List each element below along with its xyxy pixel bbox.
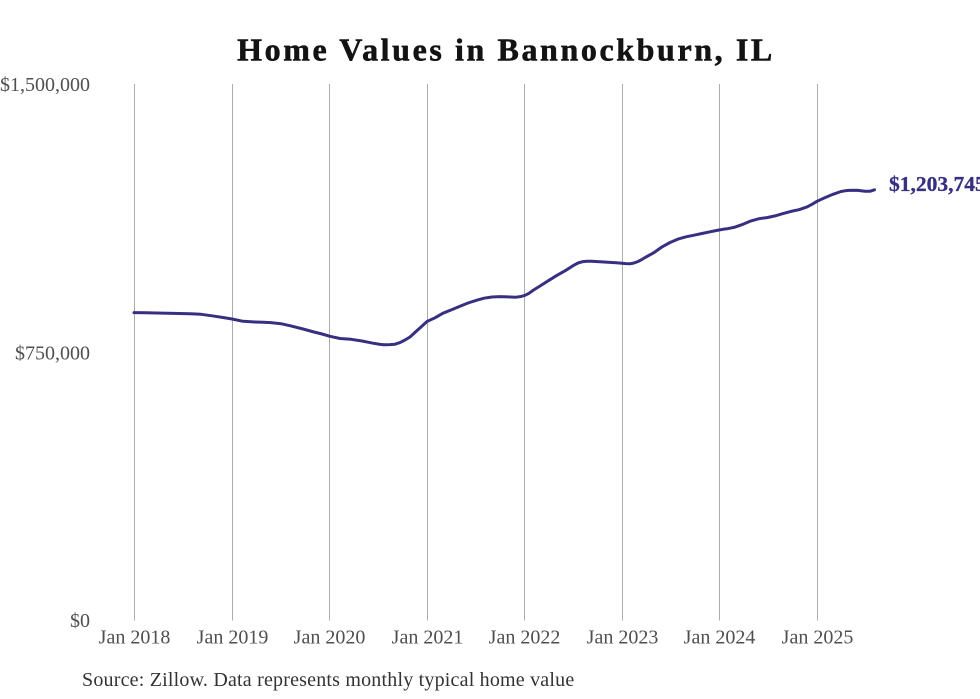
svg-text:$1,203,745: $1,203,745 xyxy=(889,172,980,196)
svg-text:Jan 2021: Jan 2021 xyxy=(392,627,464,649)
svg-text:Jan 2022: Jan 2022 xyxy=(489,627,561,649)
svg-text:Jan 2023: Jan 2023 xyxy=(587,627,659,649)
svg-text:Jan 2020: Jan 2020 xyxy=(294,627,366,649)
svg-text:Source: Zillow. Data represent: Source: Zillow. Data represents monthly … xyxy=(82,669,574,691)
svg-text:Jan 2025: Jan 2025 xyxy=(782,627,854,649)
svg-text:$750,000: $750,000 xyxy=(15,343,90,365)
svg-text:$0: $0 xyxy=(70,610,90,632)
svg-text:Home Values in Bannockburn, IL: Home Values in Bannockburn, IL xyxy=(237,32,775,68)
svg-text:Jan 2018: Jan 2018 xyxy=(99,627,171,649)
svg-text:Jan 2019: Jan 2019 xyxy=(197,627,269,649)
svg-text:$1,500,000: $1,500,000 xyxy=(0,74,90,96)
svg-text:Jan 2024: Jan 2024 xyxy=(684,627,756,649)
